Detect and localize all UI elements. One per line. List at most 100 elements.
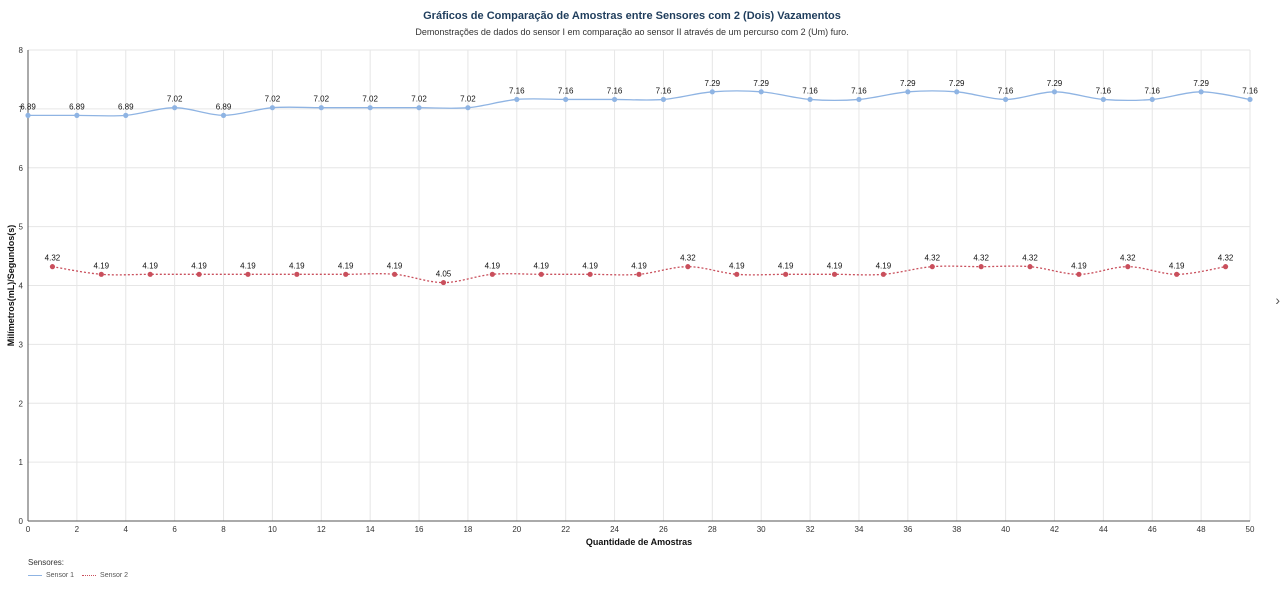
y-tick-label: 0 [19, 517, 24, 526]
data-point-sensor-2 [1125, 264, 1131, 270]
data-label-sensor-2: 4.19 [338, 261, 354, 270]
data-label-sensor-2: 4.32 [1218, 254, 1234, 263]
x-tick-label: 8 [221, 525, 226, 534]
data-point-sensor-2 [734, 271, 740, 277]
data-label-sensor-1: 7.16 [656, 86, 672, 95]
data-label-sensor-1: 7.02 [313, 95, 329, 104]
data-point-sensor-2 [783, 271, 789, 277]
y-tick-label: 1 [19, 458, 24, 467]
x-tick-label: 2 [75, 525, 80, 534]
data-point-sensor-1 [172, 105, 178, 111]
legend-item-sensor-2[interactable]: Sensor 2 [82, 572, 128, 579]
data-point-sensor-2 [147, 271, 153, 277]
data-label-sensor-2: 4.19 [94, 261, 110, 270]
data-point-sensor-2 [880, 271, 887, 277]
x-tick-label: 40 [1001, 525, 1010, 534]
data-label-sensor-2: 4.19 [582, 261, 598, 270]
line-chart: 0 2 4 6 8 10 12 14 16 18 20 22 24 26 28 30 32 34 36 38 40 42 4… [6, 46, 1258, 547]
data-point-sensor-1 [1198, 89, 1204, 95]
data-point-sensor-2 [587, 271, 593, 277]
data-point-sensor-1 [660, 96, 667, 103]
data-point-sensor-2 [98, 271, 104, 277]
legend: Sensores: Sensor 1 Sensor 2 [28, 558, 128, 579]
data-label-sensor-2: 4.19 [778, 261, 794, 270]
data-point-sensor-1 [1051, 89, 1058, 95]
data-point-sensor-1 [905, 89, 911, 95]
data-label-sensor-2: 4.32 [680, 254, 696, 263]
x-tick-label: 26 [659, 525, 668, 534]
data-label-sensor-1: 7.29 [705, 79, 721, 88]
data-point-sensor-2 [343, 271, 349, 277]
data-label-sensor-1: 7.29 [1047, 79, 1063, 88]
x-tick-label: 10 [268, 525, 277, 534]
x-tick-label: 14 [366, 525, 375, 534]
data-point-sensor-2 [489, 271, 495, 277]
x-tick-label: 12 [317, 525, 326, 534]
chevron-right-icon[interactable]: › [1275, 292, 1280, 308]
data-label-sensor-1: 7.16 [1144, 86, 1160, 95]
x-tick-label: 6 [172, 525, 177, 534]
data-label-sensor-1: 7.02 [460, 95, 476, 104]
data-label-sensor-2: 4.32 [45, 254, 61, 263]
y-axis-title: Milímetros(mL)/Segundos(s) [6, 225, 16, 347]
data-label-sensor-1: 7.16 [509, 86, 525, 95]
x-tick-label: 22 [561, 525, 570, 534]
data-point-sensor-1 [1100, 96, 1106, 103]
data-point-sensor-1 [1003, 96, 1009, 103]
data-point-sensor-1 [123, 112, 129, 118]
data-label-sensor-1: 7.29 [949, 79, 965, 88]
x-tick-label: 18 [463, 525, 472, 534]
data-point-sensor-2 [440, 279, 447, 286]
data-label-sensor-2: 4.32 [924, 254, 940, 263]
data-point-sensor-2 [1027, 264, 1033, 270]
x-tick-label: 0 [26, 525, 31, 534]
data-label-sensor-1: 6.89 [118, 102, 134, 111]
x-tick-label: 36 [903, 525, 912, 534]
x-tick-label: 32 [806, 525, 815, 534]
data-point-sensor-1 [269, 105, 275, 111]
data-point-sensor-1 [954, 89, 960, 95]
data-point-sensor-1 [611, 96, 618, 103]
data-label-sensor-1: 7.02 [265, 95, 281, 104]
data-label-sensor-2: 4.19 [827, 261, 843, 270]
legend-title: Sensores: [28, 558, 65, 567]
data-point-sensor-1 [74, 112, 80, 118]
data-point-sensor-2 [1174, 271, 1180, 277]
data-label-sensor-1: 7.02 [167, 95, 183, 104]
data-label-sensor-2: 4.19 [1071, 261, 1087, 270]
x-tick-label: 4 [124, 525, 129, 534]
x-tick-label: 50 [1246, 525, 1255, 534]
data-label-sensor-2: 4.32 [973, 254, 989, 263]
x-tick-label: 34 [855, 525, 864, 534]
data-point-sensor-1 [465, 105, 471, 111]
data-point-sensor-1 [367, 105, 373, 111]
data-label-sensor-1: 6.89 [20, 102, 36, 111]
data-point-sensor-1 [758, 89, 764, 95]
data-label-sensor-1: 7.02 [411, 95, 427, 104]
data-label-sensor-1: 7.16 [558, 86, 574, 95]
legend-swatch-sensor-1 [28, 575, 42, 576]
data-label-sensor-2: 4.32 [1022, 254, 1038, 263]
data-label-sensor-1: 7.02 [362, 95, 378, 104]
series-line-sensor-1 [28, 90, 1251, 117]
data-label-sensor-1: 6.89 [216, 102, 232, 111]
data-point-sensor-2 [636, 271, 642, 277]
data-point-sensor-1 [220, 112, 227, 118]
data-label-sensor-2: 4.19 [289, 261, 305, 270]
y-tick-label: 4 [19, 282, 24, 291]
data-point-sensor-2 [831, 271, 838, 277]
data-point-sensor-1 [807, 96, 813, 103]
legend-label-sensor-2: Sensor 2 [100, 572, 129, 579]
x-tick-label: 30 [757, 525, 766, 534]
data-point-sensor-1 [709, 89, 715, 95]
data-point-sensor-1 [1247, 96, 1253, 103]
data-point-sensor-2 [1222, 264, 1229, 270]
legend-item-sensor-1[interactable]: Sensor 1 [28, 572, 74, 579]
x-tick-label: 44 [1099, 525, 1108, 534]
data-point-sensor-1 [318, 105, 324, 111]
x-tick-label: 28 [708, 525, 717, 534]
data-label-sensor-1: 7.29 [753, 79, 769, 88]
data-point-sensor-2 [1076, 271, 1082, 277]
data-point-sensor-2 [392, 271, 398, 277]
data-label-sensor-1: 7.16 [802, 86, 818, 95]
